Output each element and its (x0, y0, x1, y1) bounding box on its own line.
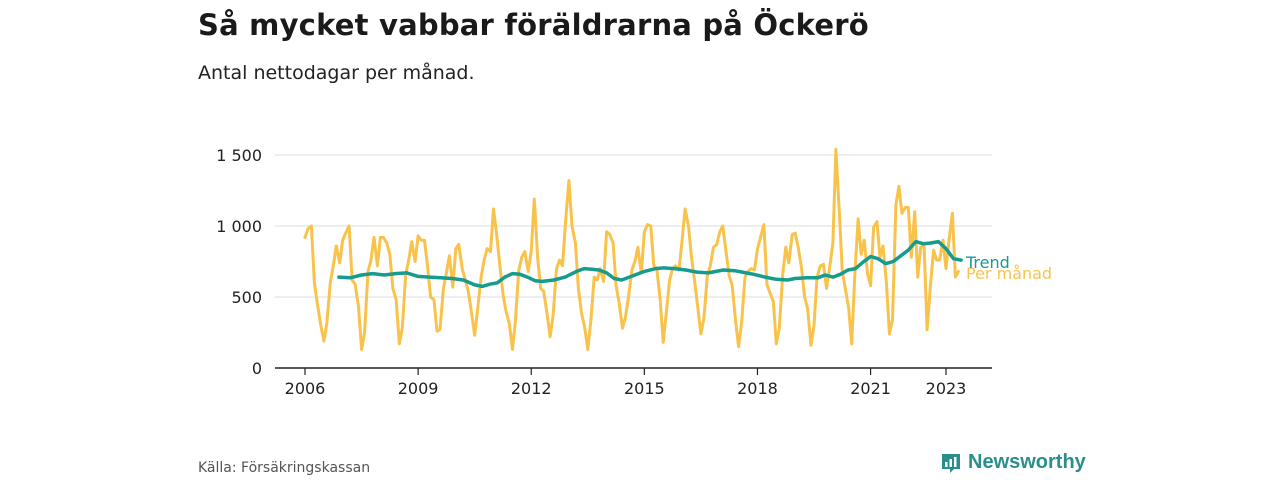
series-lines (303, 147, 963, 351)
y-tick-label: 0 (252, 359, 262, 378)
source-note: Källa: Försäkringskassan (198, 460, 371, 476)
x-axis-ticks: 2006 2009 2012 2015 2018 2021 2023 (285, 368, 967, 398)
chart-title: Så mycket vabbar föräldrarna på Öckerö (198, 8, 869, 42)
y-axis-ticks: 0 500 1 000 1 500 (216, 146, 262, 378)
x-tick-label: 2023 (926, 379, 967, 398)
x-tick-label: 2012 (511, 379, 552, 398)
newsworthy-logo-icon (942, 453, 960, 473)
x-tick-label: 2018 (737, 379, 778, 398)
y-tick-label: 1 000 (216, 217, 262, 236)
chart-subtitle: Antal nettodagar per månad. (198, 62, 475, 84)
legend-label: Trend (965, 253, 1010, 272)
x-tick-label: 2015 (624, 379, 665, 398)
x-tick-label: 2009 (398, 379, 439, 398)
monthly-series-line (303, 147, 960, 351)
y-tick-label: 1 500 (216, 146, 262, 165)
y-tick-label: 500 (231, 288, 262, 307)
x-tick-label: 2021 (850, 379, 891, 398)
trend-series-line (337, 239, 963, 289)
brand-name: Newsworthy (968, 451, 1086, 473)
x-tick-label: 2006 (285, 379, 326, 398)
legend-label: Per månad (966, 264, 1052, 283)
brand-logo[interactable]: Newsworthy (940, 451, 1086, 474)
